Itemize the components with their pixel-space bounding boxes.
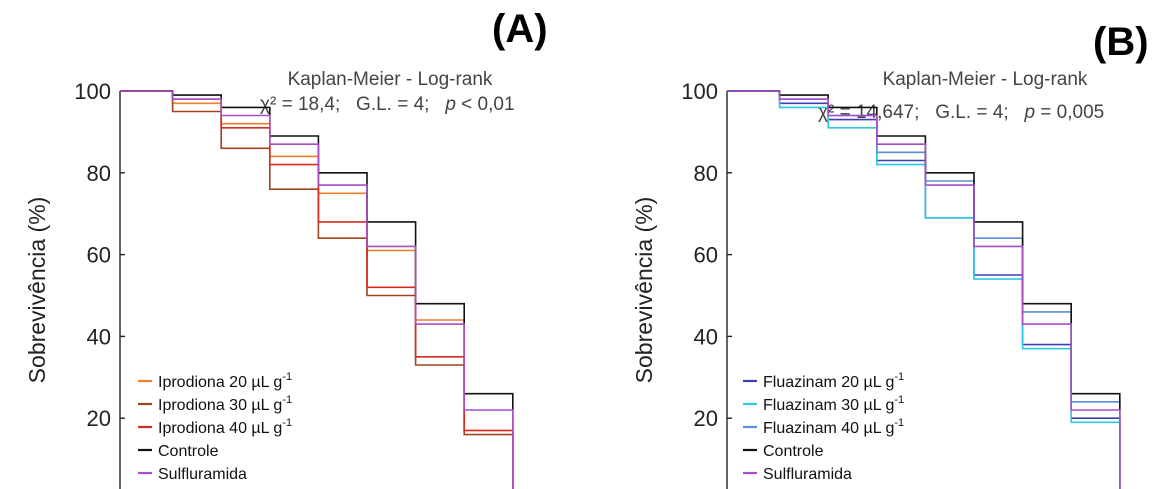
panel-label: (B): [1093, 20, 1149, 64]
legend-label: Fluazinam 20 µL g-1: [763, 371, 904, 391]
legend-label: Sulfluramida: [158, 466, 247, 483]
p-symbol: p: [1023, 102, 1035, 123]
p-symbol: p: [444, 94, 456, 115]
legend-name: Fluazinam 20 µL g: [763, 374, 894, 391]
legend-label: Controle: [158, 443, 219, 460]
stats-line: χ² = 18,4; G.L. = 4; p < 0,01: [260, 94, 515, 115]
legend-label: Controle: [763, 443, 824, 460]
y-tick-label: 80: [87, 161, 111, 186]
legend-label: Iprodiona 20 µL g-1: [158, 371, 292, 391]
panel-label: (A): [492, 7, 548, 51]
stats-title: Kaplan-Meier - Log-rank: [883, 69, 1088, 90]
legend-superscript: -1: [894, 394, 904, 406]
legend-name: Fluazinam 30 µL g: [763, 397, 894, 414]
y-tick-label: 20: [87, 406, 111, 431]
legend-name: Iprodiona 30 µL g: [158, 397, 282, 414]
legend-label: Fluazinam 40 µL g-1: [763, 417, 904, 437]
legend-label: Iprodiona 40 µL g-1: [158, 417, 292, 437]
legend-name: Controle: [763, 443, 824, 460]
legend-name: Sulfluramida: [158, 466, 247, 483]
stats-title: Kaplan-Meier - Log-rank: [288, 69, 493, 90]
y-tick-label: 100: [74, 79, 111, 104]
p-value: = 0,005: [1035, 102, 1104, 123]
y-axis-label: Sobrevivência (%): [631, 197, 657, 384]
legend-label: Iprodiona 30 µL g-1: [158, 394, 292, 414]
p-value: < 0,01: [456, 94, 515, 115]
legend-name: Sulfluramida: [763, 466, 852, 483]
legend-label: Sulfluramida: [763, 466, 852, 483]
survival-curve-4: [727, 90, 1121, 489]
legend-label: Fluazinam 30 µL g-1: [763, 394, 904, 414]
legend-superscript: -1: [282, 417, 292, 429]
y-tick-label: 20: [694, 406, 718, 431]
y-tick-label: 80: [694, 161, 718, 186]
chi-value: = 18,4; G.L. = 4;: [276, 94, 445, 115]
survival-curve-4: [120, 90, 514, 489]
y-axis-label: Sobrevivência (%): [24, 197, 50, 384]
y-tick-label: 60: [694, 243, 718, 268]
legend-superscript: -1: [282, 371, 292, 383]
y-tick-label: 60: [87, 243, 111, 268]
y-tick-label: 40: [694, 324, 718, 349]
legend-superscript: -1: [894, 371, 904, 383]
legend-name: Controle: [158, 443, 219, 460]
legend-superscript: -1: [282, 394, 292, 406]
y-tick-label: 100: [681, 79, 718, 104]
legend-name: Iprodiona 40 µL g: [158, 420, 282, 437]
chi-symbol: χ²: [260, 94, 276, 115]
y-tick-label: 40: [87, 324, 111, 349]
legend-name: Iprodiona 20 µL g: [158, 374, 282, 391]
legend-name: Fluazinam 40 µL g: [763, 420, 894, 437]
panel-a: (A) Kaplan-Meier - Log-rank χ² = 18,4; G.L…: [24, 7, 548, 489]
chi-value: = 14,647; G.L. = 4;: [834, 102, 1024, 123]
legend-superscript: -1: [894, 417, 904, 429]
